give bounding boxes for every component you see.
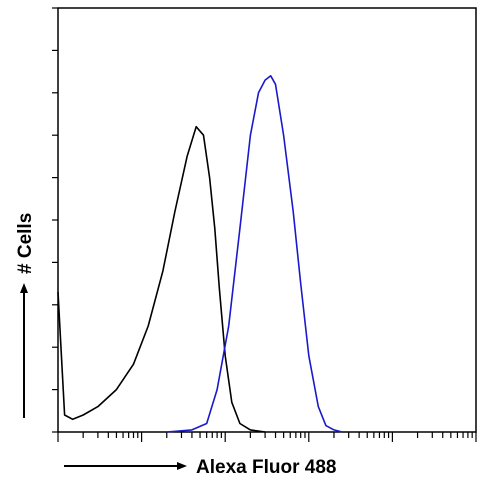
y-axis-ticks [52,7,58,433]
plot-frame [57,7,477,433]
x-axis-ticks [57,432,477,442]
series-lines [57,75,343,433]
histogram-series-2 [166,75,343,433]
x-axis-label: Alexa Fluor 488 [196,457,336,478]
y-axis-label: # Cells [15,213,36,274]
histogram-series-1 [57,125,266,433]
